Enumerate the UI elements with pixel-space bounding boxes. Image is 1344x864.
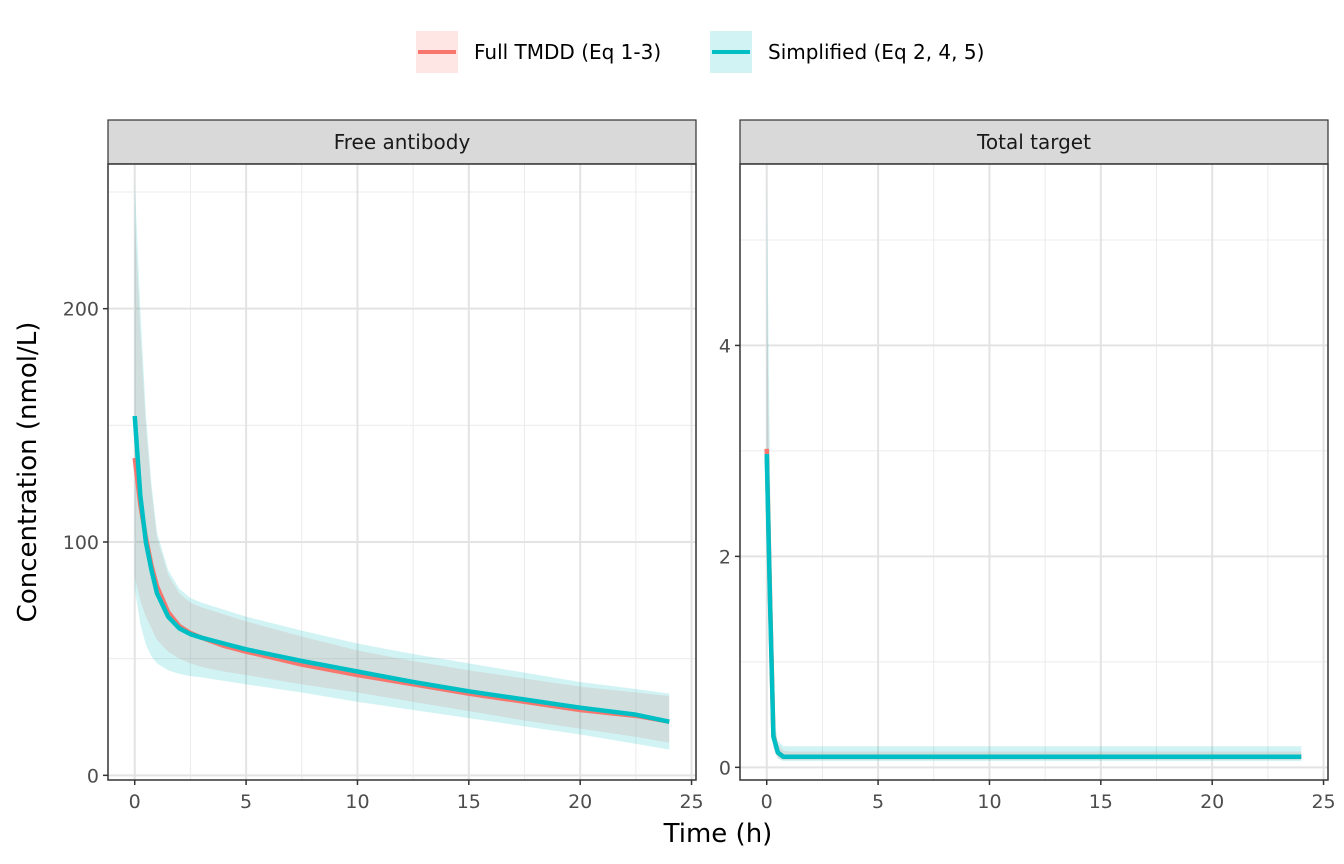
panel-background [740,164,1328,780]
y-tick-label: 2 [719,546,731,568]
panel-border [107,163,697,781]
gridlines [740,164,1328,780]
y-tick-label: 100 [63,532,99,554]
y-tick-label: 0 [719,757,731,779]
x-axis-title: Time (h) [663,819,773,849]
facet-strip [739,119,1329,165]
facet-strip [107,119,697,165]
plot-area [132,180,670,750]
plot-area [764,176,1302,762]
y-axis-title: Concentration (nmol/L) [13,322,43,623]
facet-strip-label: Total target [976,130,1091,154]
x-tick-label: 25 [679,791,703,813]
x-tick-label: 15 [1089,791,1113,813]
y-tick-label: 200 [63,299,99,321]
x-tick-label: 20 [568,791,592,813]
gridlines [108,164,696,780]
x-tick-label: 10 [977,791,1001,813]
panel-total-target: Total target 0 5 10 15 20 25 0 2 4 [719,119,1336,813]
legend: Full TMDD (Eq 1-3) Simplified (Eq 2, 4, … [416,31,984,73]
facet-strip-label: Free antibody [334,130,471,154]
panel-border [739,163,1329,781]
x-tick-label: 0 [761,791,773,813]
x-tick-label: 10 [345,791,369,813]
y-tick-label: 0 [87,765,99,787]
series-line-simplified-eq-2-4-5 [764,454,1302,760]
series-line-simplified-eq-2-4-5 [132,415,670,724]
panel-background [108,164,696,780]
x-tick-label: 25 [1311,791,1335,813]
legend-label-full-tmdd: Full TMDD (Eq 1-3) [474,40,661,64]
x-tick-label: 0 [129,791,141,813]
legend-label-simplified: Simplified (Eq 2, 4, 5) [768,40,984,64]
x-tick-label: 5 [240,791,252,813]
y-tick-label: 4 [719,335,731,357]
x-tick-label: 20 [1200,791,1224,813]
panel-free-antibody: Free antibody 0 5 10 15 20 25 0 100 200 [63,119,704,813]
x-tick-label: 5 [872,791,884,813]
ribbon-simplified-eq-2-4-5 [134,180,670,750]
x-tick-label: 15 [457,791,481,813]
